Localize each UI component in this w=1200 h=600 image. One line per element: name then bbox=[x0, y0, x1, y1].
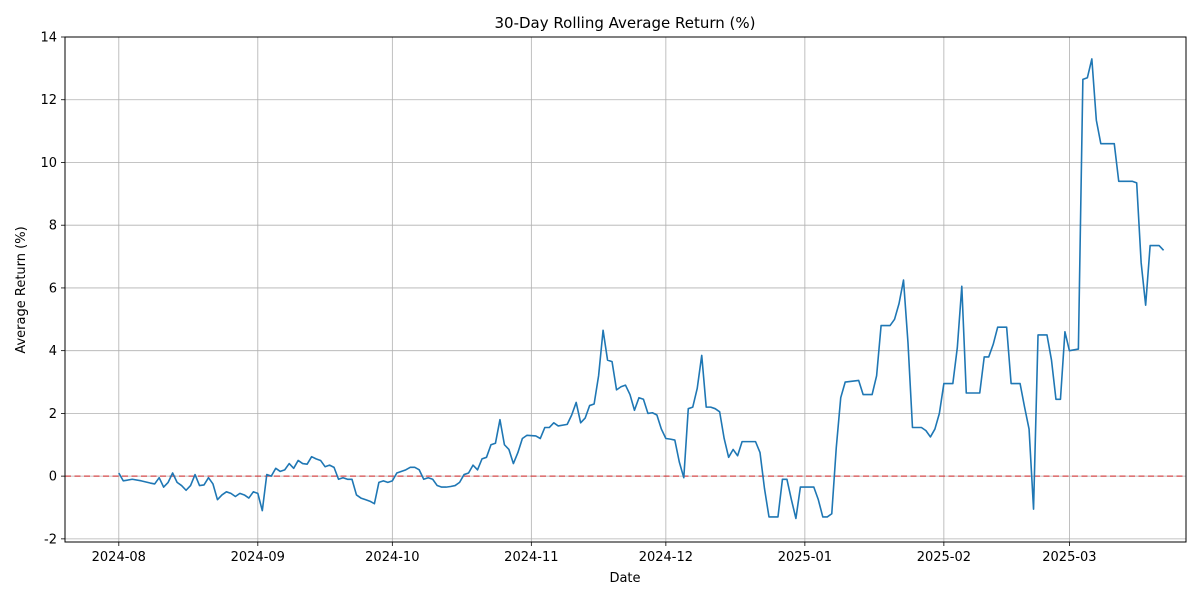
x-tick-label: 2024-12 bbox=[639, 550, 693, 565]
y-tick-label: 0 bbox=[49, 470, 57, 485]
y-tick-label: -2 bbox=[44, 532, 57, 547]
y-tick-label: 12 bbox=[40, 93, 57, 108]
x-axis-ticks: 2024-08 2024-09 2024-10 2024-11 2024-12 2025-… bbox=[92, 542, 1097, 565]
x-tick-label: 2025-02 bbox=[917, 550, 971, 565]
y-tick-label: 6 bbox=[49, 281, 57, 296]
x-tick-label: 2025-01 bbox=[778, 550, 832, 565]
y-tick-label: 2 bbox=[49, 407, 57, 422]
x-tick-label: 2024-08 bbox=[92, 550, 146, 565]
series-line bbox=[118, 58, 1165, 520]
y-tick-label: 14 bbox=[40, 31, 57, 46]
series-layer bbox=[118, 58, 1165, 520]
x-tick-label: 2025-03 bbox=[1042, 550, 1096, 565]
y-tick-label: 4 bbox=[49, 344, 57, 359]
x-tick-label: 2024-11 bbox=[504, 550, 558, 565]
plot-frame bbox=[64, 36, 1187, 543]
x-axis-label: Date bbox=[609, 571, 640, 586]
x-tick-label: 2024-10 bbox=[365, 550, 419, 565]
chart-title: 30-Day Rolling Average Return (%) bbox=[495, 14, 756, 32]
y-tick-label: 8 bbox=[49, 219, 57, 234]
y-axis-label: Average Return (%) bbox=[14, 226, 29, 353]
y-tick-label: 10 bbox=[40, 156, 57, 171]
x-tick-label: 2024-09 bbox=[231, 550, 285, 565]
y-axis-ticks: -2 0 2 4 6 8 10 12 14 bbox=[40, 31, 65, 547]
